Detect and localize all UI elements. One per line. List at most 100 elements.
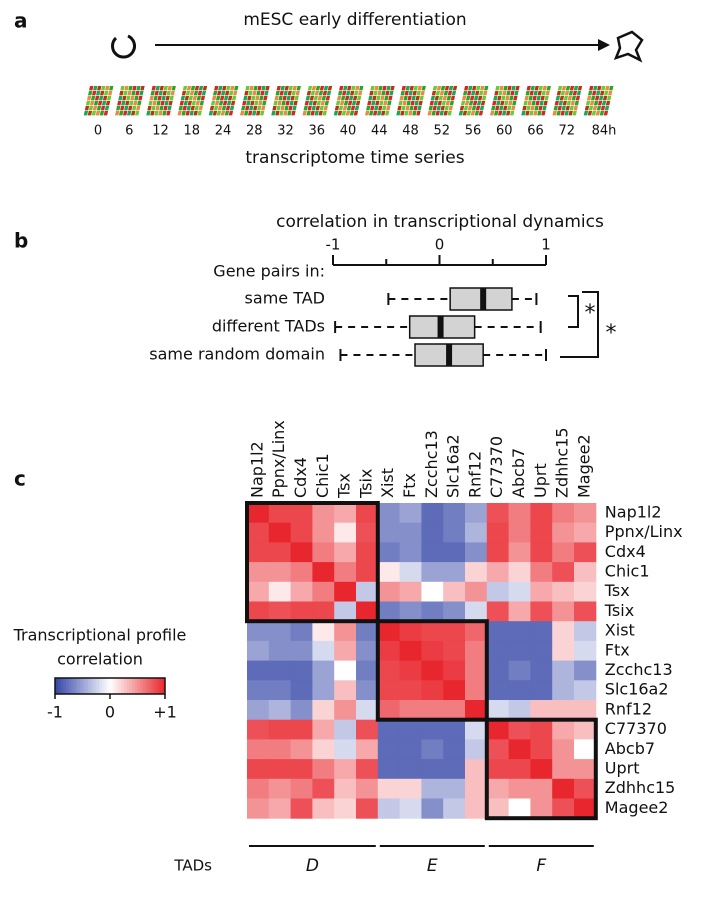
heatmap-cell (377, 640, 401, 662)
spot (512, 101, 517, 106)
colorbar-step (60, 678, 64, 694)
heatmap-cell (377, 700, 401, 721)
spot (563, 96, 569, 101)
spot (165, 96, 170, 101)
spot (163, 106, 168, 111)
spot (421, 86, 426, 91)
spot (125, 101, 130, 106)
spot (605, 86, 610, 91)
spot (255, 96, 260, 101)
spot (387, 101, 392, 106)
heatmap-cell (465, 759, 488, 780)
heatmap-cell (552, 542, 575, 563)
spot (277, 101, 282, 106)
heatmap-cell (268, 562, 292, 583)
spot (323, 106, 328, 111)
spot (346, 106, 352, 111)
row-label: Chic1 (605, 561, 650, 580)
heatmap-cell (356, 680, 379, 701)
heatmap-cell (508, 640, 531, 662)
heatmap-cell (334, 759, 357, 780)
panel-label: b (14, 229, 28, 253)
spot (415, 96, 420, 101)
heatmap-cell (508, 778, 531, 799)
spot (603, 111, 609, 116)
spot (131, 111, 136, 116)
heatmap-cell (421, 759, 444, 780)
spot (404, 91, 409, 96)
heatmap-cell (312, 759, 335, 780)
spot (447, 91, 453, 96)
heatmap-cell (334, 700, 357, 721)
heatmap-cell (530, 503, 553, 524)
spot (86, 96, 92, 101)
row-label: Rnf12 (605, 699, 652, 718)
spot (123, 91, 128, 96)
spot (444, 86, 450, 91)
heatmap-cell (377, 680, 401, 701)
spot (347, 101, 353, 106)
heatmap-cell (465, 522, 488, 543)
heatmap-cell (508, 719, 531, 740)
colorbar-step (159, 678, 163, 694)
spot (436, 106, 441, 111)
tad-label: F (536, 856, 546, 876)
spot (119, 91, 124, 96)
spot (323, 86, 329, 91)
spot (414, 101, 419, 106)
spot (311, 86, 317, 91)
heatmap-cell (334, 581, 357, 602)
spot (94, 96, 100, 101)
heatmap-cell (421, 621, 444, 642)
spot (104, 91, 109, 96)
spot (345, 111, 351, 116)
spot (493, 96, 498, 101)
heatmap-cell (552, 640, 575, 662)
heatmap-cell (268, 680, 292, 701)
spot (260, 91, 265, 96)
spot (167, 106, 172, 111)
spot (157, 96, 162, 101)
spot (464, 86, 469, 91)
spot (492, 101, 497, 106)
heatmap-cell (399, 522, 422, 543)
spot (304, 101, 309, 106)
spot (254, 101, 259, 106)
colorbar-step (55, 678, 59, 694)
time-label: 32 (277, 124, 294, 139)
spot (186, 106, 191, 111)
spot (341, 111, 347, 116)
microarray-icon (427, 86, 458, 116)
spot (447, 111, 452, 116)
spot (507, 106, 512, 111)
row-label: Cdx4 (605, 542, 646, 561)
spot (242, 101, 247, 106)
spot (185, 111, 190, 116)
spot (354, 106, 360, 111)
spot (185, 91, 191, 96)
spot (123, 111, 128, 116)
spot (480, 101, 486, 106)
heatmap-cell (356, 562, 379, 583)
microarray-icon (177, 86, 208, 116)
spot (495, 106, 500, 111)
spot (217, 91, 222, 96)
heatmap-cell (268, 660, 292, 681)
spot (201, 91, 207, 96)
heatmap-cell (530, 719, 553, 740)
heatmap-cell (552, 522, 575, 543)
heatmap-cell (290, 700, 313, 721)
spot (590, 96, 596, 101)
spot (502, 111, 507, 116)
spot (149, 96, 154, 101)
row-label: Tsix (604, 601, 634, 620)
tad-box (375, 619, 489, 722)
spot (285, 101, 290, 106)
heatmap-cell (268, 522, 292, 543)
spot (467, 91, 472, 96)
heatmap-cell (443, 759, 466, 780)
heatmap-cell (290, 759, 313, 780)
column-label: Ppnx/Linx (269, 420, 288, 498)
spot (501, 96, 506, 101)
heatmap-cell (508, 660, 531, 681)
